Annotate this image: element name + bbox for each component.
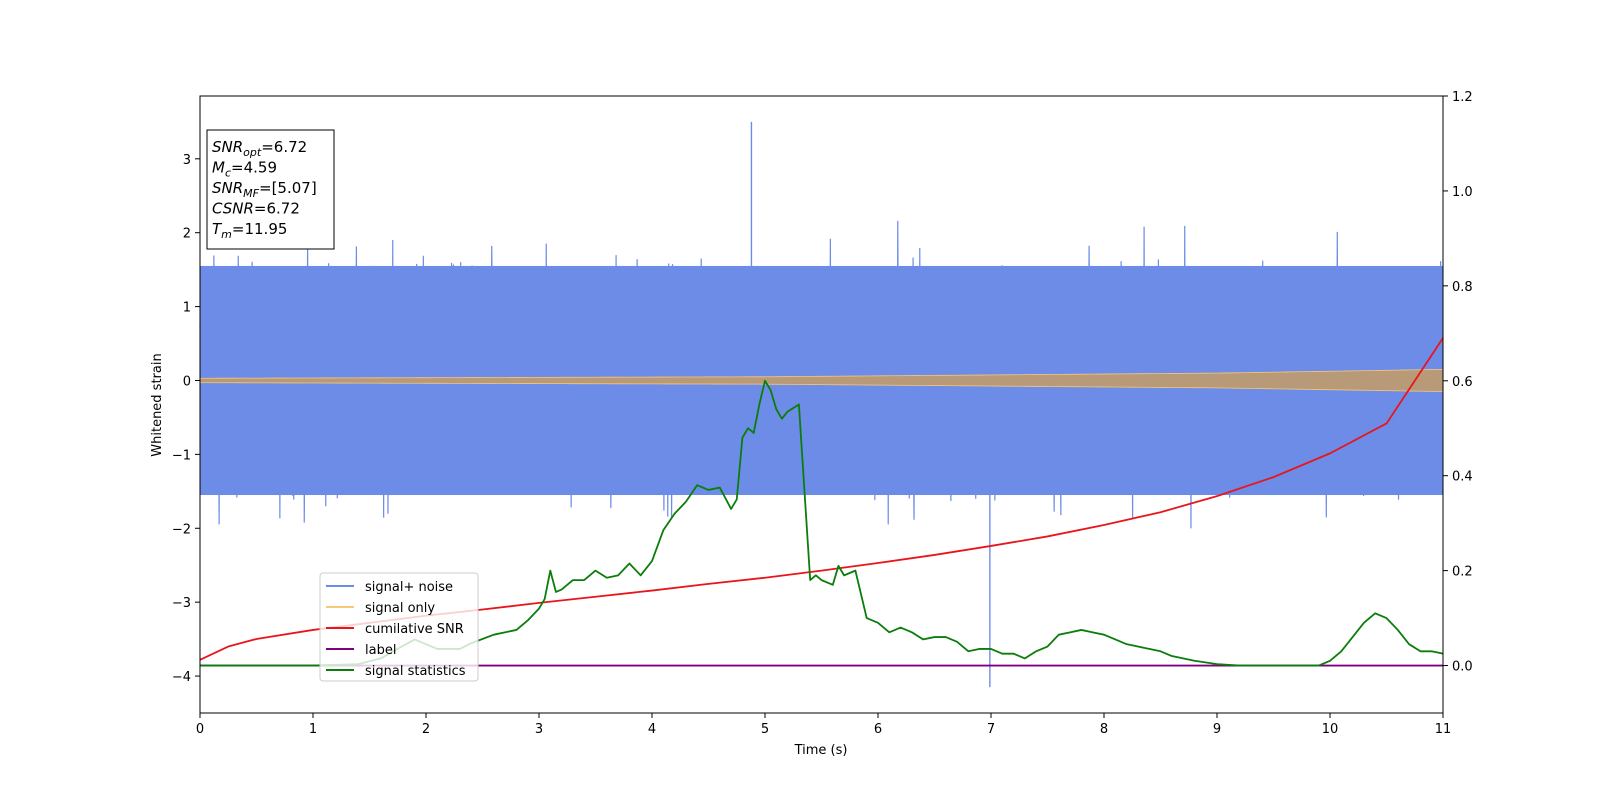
x-axis: 0 1 2 3 4 5 6 7 8 9 10 11	[196, 713, 1451, 737]
y-left-tick-label: 1	[183, 301, 191, 316]
y-right-tick-label: 0.0	[1452, 660, 1473, 675]
y-axis-label: Whitened strain	[150, 353, 165, 456]
annotation-line: Mc=4.59	[212, 159, 277, 180]
y-right-tick-label: 0.8	[1452, 280, 1473, 295]
legend-box	[319, 572, 479, 682]
y-left-tick-label: −1	[172, 448, 191, 463]
legend-label: signal+ noise	[365, 580, 453, 595]
x-tick-label: 11	[1435, 722, 1452, 737]
x-tick-label: 3	[535, 722, 543, 737]
y-axis-right: 0.0 0.2 0.4 0.6 0.8 1.0 1.2	[1443, 90, 1473, 675]
legend-label: label	[365, 643, 396, 658]
x-tick-label: 10	[1322, 722, 1339, 737]
x-tick-label: 0	[196, 722, 204, 737]
legend-label: signal statistics	[365, 664, 466, 679]
y-axis-left: −4 −3 −2 −1 0 1 2 3	[172, 153, 200, 685]
x-tick-label: 4	[648, 722, 656, 737]
y-right-tick-label: 0.4	[1452, 470, 1473, 485]
legend-label: cumilative SNR	[365, 622, 464, 637]
y-right-tick-label: 0.6	[1452, 375, 1473, 390]
y-right-tick-label: 1.2	[1452, 90, 1473, 105]
annotation-line: SNRMF=[5.07]	[212, 179, 317, 200]
y-right-tick-label: 0.2	[1452, 565, 1473, 580]
legend: signal+ noise signal only cumilative SNR la…	[319, 572, 479, 682]
y-left-tick-label: 0	[183, 374, 191, 389]
x-tick-label: 2	[422, 722, 430, 737]
plot-frame	[199, 95, 1444, 714]
signal-statistics-line	[200, 379, 1444, 667]
annotation-line: CSNR=6.72	[212, 200, 300, 218]
x-tick-label: 9	[1213, 722, 1221, 737]
x-tick-label: 1	[309, 722, 317, 737]
y-right-tick-label: 1.0	[1452, 185, 1473, 200]
x-axis-label: Time (s)	[794, 743, 848, 758]
x-tick-label: 6	[874, 722, 882, 737]
y-left-tick-label: 3	[183, 153, 191, 168]
y-left-tick-label: −3	[172, 596, 191, 611]
annotation-line: Tm=11.95	[212, 220, 287, 241]
y-left-tick-label: −4	[172, 670, 191, 685]
x-tick-label: 5	[761, 722, 769, 737]
annotation-line: SNRopt=6.72	[212, 138, 307, 159]
x-tick-label: 8	[1100, 722, 1108, 737]
legend-label: signal only	[365, 601, 435, 616]
y-left-tick-label: −2	[172, 522, 191, 537]
x-tick-label: 7	[987, 722, 995, 737]
y-left-tick-label: 2	[183, 227, 191, 242]
